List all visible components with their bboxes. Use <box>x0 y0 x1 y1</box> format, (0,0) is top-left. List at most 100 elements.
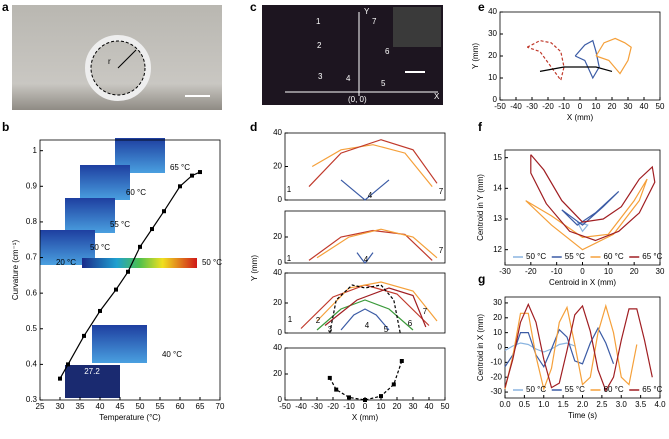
series-line <box>539 66 613 72</box>
series-line <box>504 303 638 392</box>
y-tick-label: -30 <box>490 387 502 396</box>
series-line <box>329 360 403 401</box>
x-tick-label: 50 <box>656 102 665 111</box>
photo-label: X <box>434 92 440 101</box>
y-tick-label: 15 <box>493 153 502 162</box>
y-tick-label: 20 <box>493 313 502 322</box>
x-tick-label: -10 <box>558 102 570 111</box>
series-line <box>340 179 390 201</box>
marker <box>114 287 118 292</box>
x-tick-label: 40 <box>425 402 434 411</box>
x-tick-label: 10 <box>592 102 601 111</box>
x-tick-label: 30 <box>409 402 418 411</box>
marker <box>391 382 396 387</box>
marker <box>126 269 130 274</box>
y-tick-label: 10 <box>488 73 497 82</box>
y-tick-label: 40 <box>273 268 282 277</box>
y-tick-label: 20 <box>273 298 282 307</box>
annotation: 4 <box>364 255 369 264</box>
annotation: 55 °C <box>110 220 130 229</box>
plot-frame <box>284 347 446 401</box>
marker <box>379 394 383 399</box>
series-line <box>340 308 390 331</box>
series-line <box>316 281 438 322</box>
x-tick-label: 20 <box>393 402 402 411</box>
x-axis-label: X (mm) <box>352 413 379 422</box>
x-tick-label: 3.5 <box>635 400 647 409</box>
x-tick-label: 60 <box>176 402 185 411</box>
marker <box>138 244 142 249</box>
x-tick-label: 1.0 <box>538 400 550 409</box>
marker <box>162 209 166 214</box>
legend-label: 65 °C <box>642 385 662 394</box>
marker <box>363 398 367 402</box>
x-tick-label: 1.5 <box>558 400 570 409</box>
x-tick-label: 30 <box>656 267 665 276</box>
photo-label: 4 <box>346 74 351 83</box>
x-axis-label: Time (s) <box>568 411 597 420</box>
color-bar <box>82 258 197 268</box>
x-tick-label: 70 <box>216 402 225 411</box>
series-line <box>504 302 653 393</box>
photo-label: 7 <box>372 17 377 26</box>
x-tick-label: -20 <box>542 102 554 111</box>
y-tick-label: 30 <box>488 29 497 38</box>
y-axis-label: Y (mm) <box>471 43 480 69</box>
legend-label: 60 °C <box>604 252 624 261</box>
legend-label: 55 °C <box>565 252 585 261</box>
y-tick-label: 30 <box>493 298 502 307</box>
series-line <box>308 139 438 188</box>
x-tick-label: -10 <box>551 267 563 276</box>
x-tick-label: 2.0 <box>577 400 589 409</box>
x-tick-label: -20 <box>525 267 537 276</box>
x-tick-label: 0 <box>580 267 585 276</box>
legend-label: 50 °C <box>526 385 546 394</box>
legend-label: 60 °C <box>604 385 624 394</box>
marker <box>190 173 194 178</box>
y-tick-label: 0.8 <box>26 217 38 226</box>
x-tick-label: -30 <box>311 402 323 411</box>
x-tick-label: -40 <box>510 102 522 111</box>
photo-label: Y <box>364 7 370 16</box>
x-tick-label: 0.0 <box>499 400 511 409</box>
annotation: 1 <box>287 254 292 263</box>
marker <box>198 170 202 175</box>
x-tick-label: 4.0 <box>654 400 666 409</box>
inset-photo <box>65 198 115 233</box>
photo-a <box>12 5 222 110</box>
series-line <box>308 229 433 261</box>
marker <box>347 395 351 400</box>
y-tick-label: 0 <box>278 395 283 404</box>
series-line <box>526 39 565 82</box>
marker <box>334 387 339 392</box>
photo-label: r <box>108 57 111 66</box>
photo-c-inset <box>393 7 441 47</box>
y-tick-label: 0.4 <box>26 359 38 368</box>
photo-label: 6 <box>385 47 390 56</box>
y-tick-label: 40 <box>273 343 282 352</box>
y-axis-label: Centroid in X (mm) <box>476 314 485 381</box>
circle-fit <box>90 40 146 96</box>
y-tick-label: 0 <box>278 328 283 337</box>
annotation: 30 °C <box>130 380 150 389</box>
inset-photo <box>65 365 120 398</box>
panel-label: b <box>2 120 9 134</box>
annotation: 50 °C <box>202 258 222 267</box>
annotation: 7 <box>439 187 444 196</box>
legend-label: 55 °C <box>565 385 585 394</box>
y-axis-label: Y (mm) <box>250 255 259 281</box>
series-line <box>595 37 632 75</box>
series-line <box>574 39 600 80</box>
x-tick-label: 40 <box>640 102 649 111</box>
x-tick-label: 45 <box>116 402 125 411</box>
marker <box>66 362 70 367</box>
photo-label: 5 <box>381 79 386 88</box>
panel-label: d <box>250 120 257 134</box>
x-axis-label: Temperature (°C) <box>99 413 161 422</box>
marker <box>178 184 182 189</box>
x-tick-label: 0 <box>363 402 368 411</box>
y-tick-label: 40 <box>273 128 282 137</box>
y-tick-label: 0 <box>493 95 498 104</box>
x-tick-label: -50 <box>494 102 506 111</box>
plot-frame <box>504 149 661 266</box>
